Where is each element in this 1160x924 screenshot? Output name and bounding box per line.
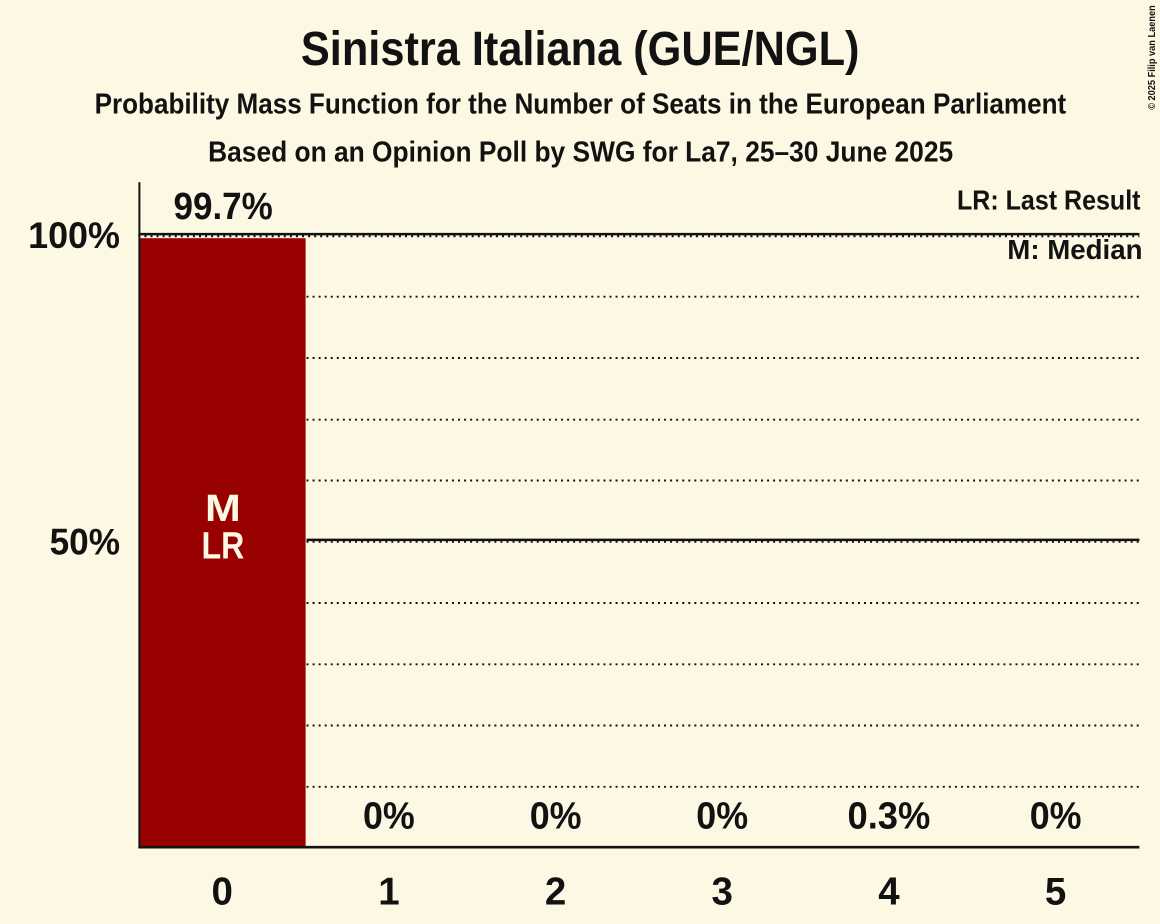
svg-text:LR: LR (202, 526, 245, 568)
svg-text:0%: 0% (530, 796, 582, 838)
svg-text:0%: 0% (696, 796, 748, 838)
svg-text:2: 2 (545, 871, 566, 914)
svg-text:3: 3 (711, 871, 732, 914)
svg-text:Probability Mass Function for: Probability Mass Function for the Number… (95, 88, 1067, 120)
svg-text:© 2025 Filip van Laenen: © 2025 Filip van Laenen (1147, 5, 1158, 110)
svg-text:5: 5 (1045, 871, 1066, 914)
svg-text:Based on an Opinion Poll by SW: Based on an Opinion Poll by SWG for La7,… (208, 137, 953, 169)
svg-text:0.3%: 0.3% (848, 796, 931, 838)
svg-text:1: 1 (378, 871, 399, 914)
svg-text:100%: 100% (28, 214, 120, 256)
svg-text:M: Median: M: Median (1007, 234, 1142, 265)
svg-text:M: M (205, 488, 241, 530)
svg-text:50%: 50% (50, 521, 120, 563)
svg-text:99.7%: 99.7% (174, 186, 273, 228)
svg-text:4: 4 (878, 871, 900, 914)
svg-text:0: 0 (211, 871, 232, 914)
svg-text:Sinistra Italiana (GUE/NGL): Sinistra Italiana (GUE/NGL) (301, 22, 860, 76)
svg-text:LR: Last Result: LR: Last Result (957, 185, 1141, 216)
svg-text:0%: 0% (1030, 796, 1082, 838)
svg-text:0%: 0% (363, 796, 415, 838)
